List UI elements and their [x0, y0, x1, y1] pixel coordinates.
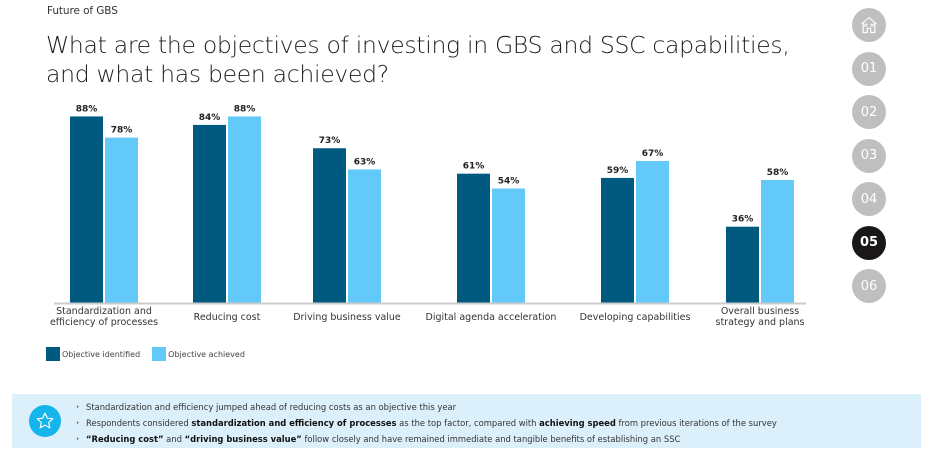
- value-label: 54%: [498, 177, 520, 187]
- value-label: 67%: [642, 149, 664, 159]
- nav-section-05[interactable]: 05: [852, 225, 886, 260]
- nav-section-03[interactable]: 03: [852, 138, 886, 173]
- category-label: efficiency of processes: [50, 317, 158, 328]
- bar-achieved: [105, 137, 138, 303]
- value-label: 61%: [463, 162, 485, 172]
- home-icon: [861, 16, 877, 34]
- value-label: 73%: [319, 136, 341, 146]
- value-label: 59%: [607, 166, 629, 176]
- category-label: Driving business value: [293, 312, 401, 323]
- star-icon: [29, 405, 61, 437]
- nav-home-button[interactable]: [852, 8, 886, 42]
- category-label: Developing capabilities: [580, 312, 691, 323]
- bar-achieved: [348, 169, 381, 303]
- value-label: 78%: [111, 126, 133, 136]
- finding-bullet: “Reducing cost” and “driving business va…: [76, 431, 777, 447]
- category-label: Standardization and: [56, 306, 152, 317]
- bar-achieved: [636, 160, 669, 303]
- findings-list: Standardization and efficiency jumped ah…: [76, 399, 777, 447]
- finding-bullet: Respondents considered standardization a…: [76, 415, 777, 431]
- nav-section-04[interactable]: 04: [852, 182, 886, 216]
- chart-legend: Objective identified Objective achieved: [46, 347, 257, 361]
- nav-section-06[interactable]: 06: [852, 269, 886, 303]
- key-findings-callout: Standardization and efficiency jumped ah…: [12, 394, 921, 448]
- nav-section-02[interactable]: 02: [852, 95, 886, 129]
- category-label: Reducing cost: [194, 312, 261, 323]
- legend-swatch-achieved: [152, 347, 167, 361]
- bar-achieved: [228, 116, 261, 303]
- category-label: Digital agenda acceleration: [426, 312, 557, 323]
- bar-achieved: [761, 180, 794, 303]
- value-label: 63%: [354, 157, 376, 167]
- bar-achieved: [492, 188, 525, 303]
- legend-label-identified: Objective identified: [62, 349, 141, 359]
- page-title: What are the objectives of investing in …: [46, 31, 790, 88]
- value-label: 84%: [199, 113, 221, 123]
- bar-identified: [726, 226, 759, 303]
- bar-identified: [193, 124, 226, 303]
- category-label: Overall business: [721, 306, 799, 317]
- bar-identified: [313, 148, 346, 303]
- legend-item-identified: Objective identified: [46, 347, 140, 361]
- category-label: strategy and plans: [716, 317, 805, 328]
- bar-identified: [70, 116, 103, 303]
- legend-label-achieved: Objective achieved: [168, 349, 245, 359]
- finding-bullet: Standardization and efficiency jumped ah…: [76, 399, 777, 415]
- bar-identified: [457, 173, 490, 303]
- bar-identified: [601, 177, 634, 303]
- legend-item-achieved: Objective achieved: [152, 347, 245, 361]
- value-label: 88%: [76, 104, 98, 114]
- nav-section-01[interactable]: 01: [852, 51, 886, 86]
- legend-swatch-identified: [46, 347, 60, 361]
- value-label: 88%: [234, 104, 256, 114]
- value-label: 58%: [767, 168, 789, 178]
- value-label: 36%: [732, 215, 754, 225]
- section-kicker: Future of GBS: [47, 5, 118, 17]
